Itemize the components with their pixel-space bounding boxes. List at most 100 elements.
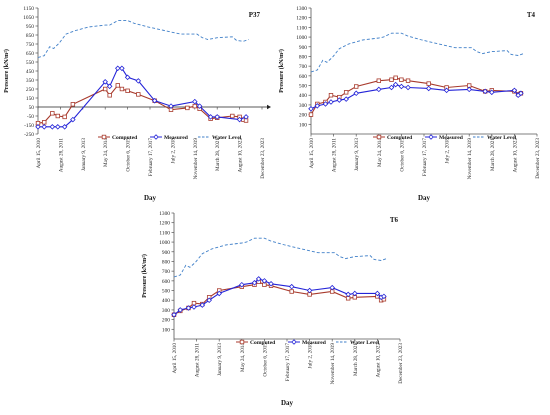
measured-point (41, 124, 47, 130)
measured-point (206, 297, 212, 303)
computed-point (185, 105, 190, 111)
axis-arrow-icon (267, 104, 271, 110)
measured-point (261, 278, 268, 284)
x-tick-label: April 15, 2010 (36, 138, 42, 169)
y-tick-label: 750 (26, 42, 34, 48)
measured-point (392, 81, 399, 88)
computed-point (405, 78, 411, 83)
computed-point (426, 81, 431, 86)
chart-panel-p37: -250 -150 -50 50 150 250 350 450 550 650 750 850 950… (0, 0, 275, 205)
y-tick-label: 500 (162, 289, 170, 295)
chart-legend: Computed Measured Water Level (236, 339, 380, 346)
measured-point (196, 103, 203, 109)
chart-title: T4 (527, 11, 536, 19)
x-tick-label: April 15, 2010 (172, 343, 178, 374)
y-axis-label: Pressure (kN/m²) (3, 49, 10, 93)
measured-point (192, 98, 198, 105)
computed-point (399, 77, 404, 82)
measured-point (443, 87, 450, 94)
x-tick-label: August 28, 2011 (332, 138, 338, 173)
measured-point (352, 290, 358, 297)
measured-series-line (173, 278, 385, 316)
y-tick-label: 700 (162, 269, 170, 275)
x-tick-label: May 24, 2014 (103, 138, 109, 167)
computed-point (354, 84, 359, 89)
x-tick-label: January 9, 2013 (354, 138, 360, 171)
x-tick-label: July 2, 2018 (308, 343, 314, 369)
legend-computed-label: Computed (112, 135, 138, 141)
x-tick-label: November 14, 2019 (193, 138, 199, 180)
chart-title: P37 (249, 11, 261, 19)
x-tick-label: October 6, 2015 (399, 138, 405, 172)
y-tick-label: 1150 (23, 6, 34, 12)
y-tick-label: 850 (26, 33, 34, 39)
measured-point (168, 103, 174, 109)
y-tick-label: 200 (299, 113, 307, 119)
y-axis-label: Pressure (kN/m²) (278, 49, 285, 93)
measured-point (106, 83, 113, 90)
measured-point (288, 283, 295, 290)
x-tick-label: December 23, 2023 (535, 138, 541, 179)
x-tick-label: January 9, 2013 (81, 138, 87, 171)
x-tick-label: February 17, 2017 (148, 138, 154, 177)
computed-point (107, 93, 112, 98)
legend-measured-label: Measured (439, 135, 464, 141)
computed-point (115, 83, 120, 88)
measured-series-line (310, 83, 522, 110)
legend-marker-icon (101, 134, 107, 140)
computed-point (393, 75, 398, 80)
y-tick-label: 1000 (159, 240, 170, 246)
x-tick-label: August 28, 2011 (195, 343, 201, 378)
computed-series-line (173, 281, 385, 316)
measured-point (343, 96, 349, 102)
y-tick-label: 1000 (296, 35, 307, 41)
measured-point (329, 284, 335, 291)
measured-point (314, 103, 321, 109)
measured-point (171, 312, 177, 318)
x-axis-label: Day (418, 194, 431, 202)
water-level-series-line (310, 32, 524, 73)
y-tick-label: -50 (27, 114, 34, 120)
water-level-series-line (37, 20, 249, 58)
legend-computed-label: Computed (250, 340, 276, 346)
x-axis-label: Day (144, 194, 157, 202)
legend-marker-icon (239, 339, 245, 345)
y-tick-label: 900 (299, 45, 307, 51)
water-level-series-line (173, 237, 387, 278)
x-tick-label: March 28, 2021 (353, 343, 359, 376)
measured-point (518, 90, 524, 97)
measured-point (268, 280, 274, 287)
y-tick-label: 600 (162, 279, 170, 285)
y-tick-label: -150 (24, 123, 34, 129)
y-axis-label: Pressure (kN/m²) (141, 254, 148, 298)
measured-point (374, 290, 381, 297)
measured-point (214, 114, 220, 120)
measured-point (35, 124, 41, 130)
computed-point (42, 120, 47, 125)
y-tick-label: 800 (299, 54, 307, 60)
x-tick-label: February 17, 2017 (422, 138, 428, 177)
measured-point (191, 304, 197, 310)
measured-point (185, 305, 192, 311)
y-tick-label: 1100 (159, 230, 170, 236)
measured-point (61, 124, 68, 130)
legend-marker-icon (376, 134, 382, 140)
y-tick-label: 1200 (159, 221, 170, 227)
x-tick-label: May 24, 2014 (377, 138, 383, 167)
measured-point (251, 280, 258, 286)
legend-computed-label: Computed (387, 135, 413, 141)
y-tick-label: 100 (299, 122, 307, 128)
measured-point (398, 83, 405, 90)
measured-point (119, 65, 125, 72)
computed-point (125, 88, 130, 93)
y-tick-label: 1100 (296, 25, 307, 31)
y-tick-label: 700 (299, 64, 307, 70)
computed-point (55, 113, 61, 119)
x-tick-label: November 14, 2019 (467, 138, 473, 180)
y-tick-label: 500 (299, 84, 307, 90)
computed-point (62, 114, 67, 120)
computed-point (70, 102, 76, 107)
y-tick-label: 300 (299, 103, 307, 109)
computed-point (328, 93, 334, 98)
chart-title: T6 (390, 216, 399, 224)
